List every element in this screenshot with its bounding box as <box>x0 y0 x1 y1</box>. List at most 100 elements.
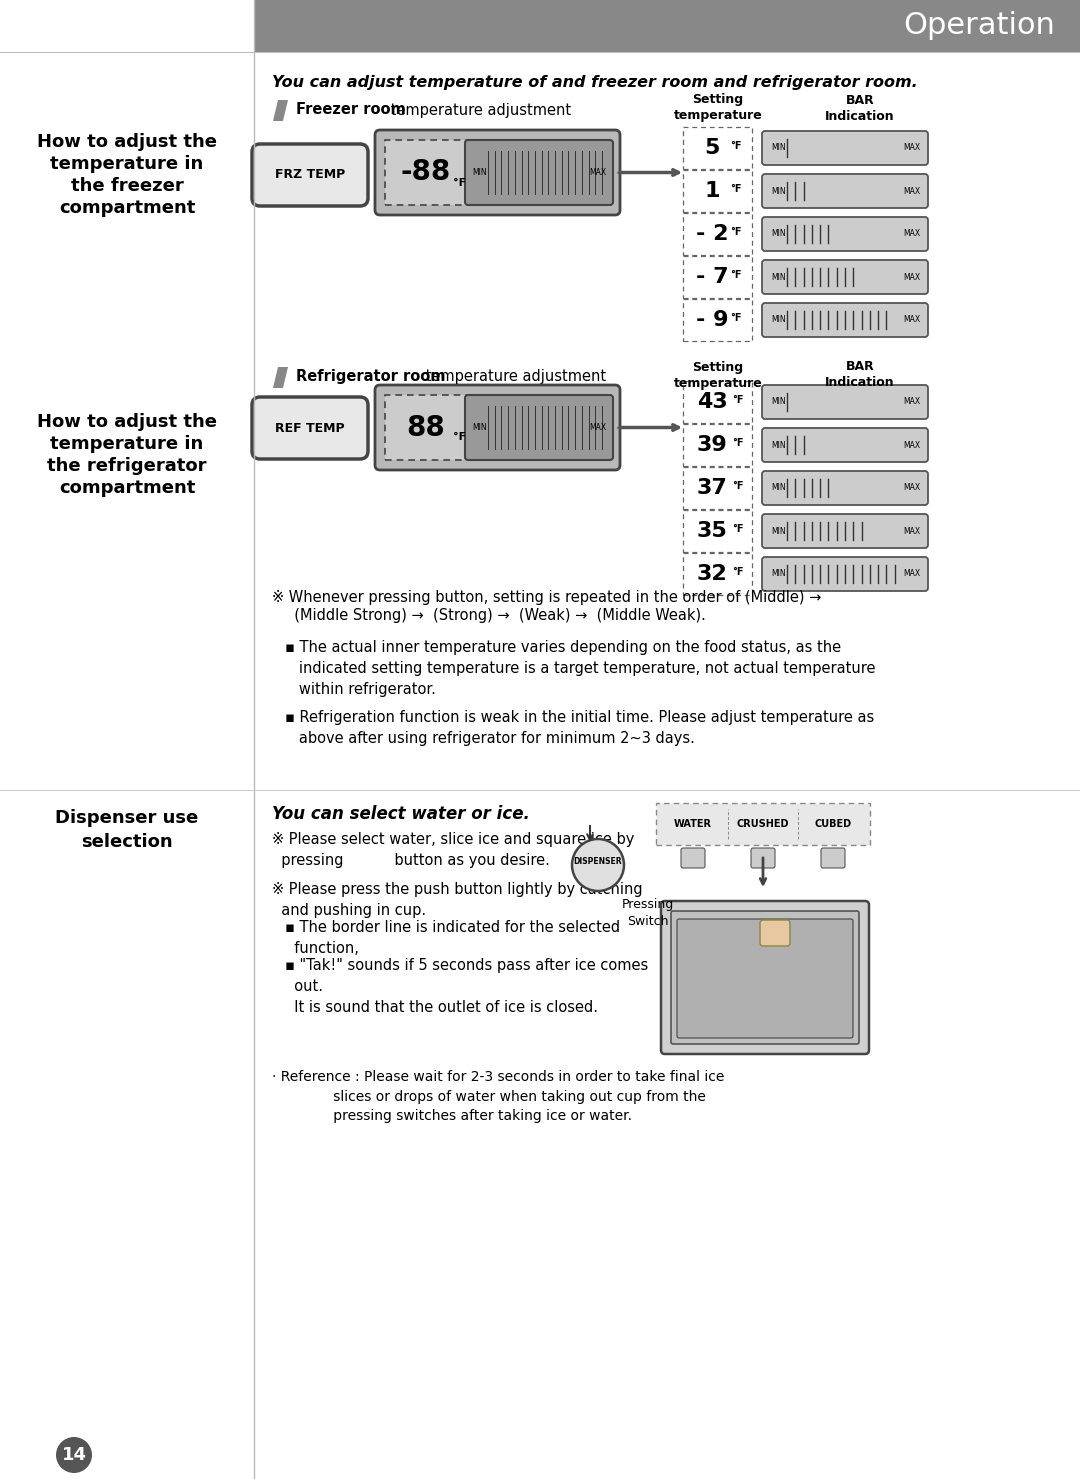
Text: Setting
temperature: Setting temperature <box>674 93 762 123</box>
Circle shape <box>572 839 624 890</box>
Text: compartment: compartment <box>58 479 195 497</box>
FancyBboxPatch shape <box>384 395 465 460</box>
Text: °F: °F <box>732 566 744 577</box>
Text: - 7: - 7 <box>696 268 729 287</box>
Text: ▪ The border line is indicated for the selected
  function,: ▪ The border line is indicated for the s… <box>285 920 620 955</box>
Text: MIN: MIN <box>771 186 785 195</box>
Text: 5: 5 <box>704 138 720 158</box>
FancyBboxPatch shape <box>656 803 870 845</box>
Text: - 2: - 2 <box>696 223 729 244</box>
Text: MIN: MIN <box>771 569 785 578</box>
Text: MAX: MAX <box>903 272 920 281</box>
Text: MIN: MIN <box>771 398 785 407</box>
FancyBboxPatch shape <box>465 141 613 206</box>
Text: temperature adjustment: temperature adjustment <box>386 102 571 117</box>
FancyBboxPatch shape <box>661 901 869 1055</box>
Text: Dispenser use: Dispenser use <box>55 809 199 827</box>
FancyBboxPatch shape <box>683 256 752 297</box>
Polygon shape <box>273 101 288 121</box>
FancyBboxPatch shape <box>683 170 752 211</box>
FancyBboxPatch shape <box>762 175 928 209</box>
Text: MIN: MIN <box>771 527 785 535</box>
Text: (Middle Strong) →  (Strong) →  (Weak) →  (Middle Weak).: (Middle Strong) → (Strong) → (Weak) → (M… <box>285 608 706 623</box>
Text: DISPENSER: DISPENSER <box>573 856 622 865</box>
Text: MIN: MIN <box>771 315 785 324</box>
Text: Freezer room: Freezer room <box>296 102 406 117</box>
Text: ▪ "Tak!" sounds if 5 seconds pass after ice comes
  out.
  It is sound that the : ▪ "Tak!" sounds if 5 seconds pass after … <box>285 958 648 1015</box>
Text: ※ Please select water, slice ice and square ice by
  pressing           button a: ※ Please select water, slice ice and squ… <box>272 833 634 868</box>
Text: · Reference : Please wait for 2-3 seconds in order to take final ice
           : · Reference : Please wait for 2-3 second… <box>272 1069 725 1123</box>
FancyBboxPatch shape <box>762 385 928 419</box>
Text: MAX: MAX <box>903 315 920 324</box>
Text: MIN: MIN <box>771 229 785 238</box>
FancyBboxPatch shape <box>683 213 752 254</box>
Text: temperature in: temperature in <box>51 435 204 453</box>
Text: 37: 37 <box>697 478 728 498</box>
Text: MAX: MAX <box>903 527 920 535</box>
Text: - 9: - 9 <box>696 311 729 330</box>
Text: the refrigerator: the refrigerator <box>48 457 206 475</box>
FancyBboxPatch shape <box>384 141 465 206</box>
Text: °F: °F <box>732 481 744 491</box>
Text: MAX: MAX <box>903 569 920 578</box>
FancyBboxPatch shape <box>683 553 752 595</box>
Text: BAR
Indication: BAR Indication <box>825 93 895 123</box>
Text: MAX: MAX <box>903 143 920 152</box>
Text: FRZ TEMP: FRZ TEMP <box>275 169 346 182</box>
Text: ▪ Refrigeration function is weak in the initial time. Please adjust temperature : ▪ Refrigeration function is weak in the … <box>285 710 874 745</box>
Text: You can select water or ice.: You can select water or ice. <box>272 805 530 822</box>
Text: Operation: Operation <box>903 12 1055 40</box>
FancyBboxPatch shape <box>677 918 853 1038</box>
Text: CUBED: CUBED <box>814 819 851 830</box>
FancyBboxPatch shape <box>760 920 789 947</box>
Text: REF TEMP: REF TEMP <box>275 422 345 435</box>
Circle shape <box>56 1438 92 1473</box>
FancyBboxPatch shape <box>762 217 928 251</box>
Text: WATER: WATER <box>674 819 712 830</box>
Text: ※ Please press the push button lightly by catching
  and pushing in cup.: ※ Please press the push button lightly b… <box>272 881 643 918</box>
Text: temperature adjustment: temperature adjustment <box>421 370 606 385</box>
Text: Refrigerator room: Refrigerator room <box>296 370 446 385</box>
Text: °F: °F <box>732 395 744 405</box>
Text: selection: selection <box>81 833 173 850</box>
Text: ※ Whenever pressing button, setting is repeated in the order of (Middle) →: ※ Whenever pressing button, setting is r… <box>272 590 822 605</box>
FancyBboxPatch shape <box>683 127 752 169</box>
Text: MIN: MIN <box>472 423 487 432</box>
FancyBboxPatch shape <box>465 395 613 460</box>
Text: °F: °F <box>730 183 742 194</box>
Polygon shape <box>273 367 288 387</box>
Text: How to adjust the: How to adjust the <box>37 133 217 151</box>
Text: the freezer: the freezer <box>70 177 184 195</box>
Text: Setting
temperature: Setting temperature <box>674 361 762 389</box>
Text: MIN: MIN <box>771 484 785 493</box>
Text: -88: -88 <box>401 158 450 186</box>
Text: MIN: MIN <box>771 272 785 281</box>
Text: 14: 14 <box>62 1446 86 1464</box>
FancyBboxPatch shape <box>762 260 928 294</box>
Text: 32: 32 <box>697 563 728 584</box>
Text: compartment: compartment <box>58 200 195 217</box>
Text: ▪ The actual inner temperature varies depending on the food status, as the
   in: ▪ The actual inner temperature varies de… <box>285 640 876 697</box>
FancyBboxPatch shape <box>252 396 368 458</box>
Text: Pressing
Switch: Pressing Switch <box>622 898 674 927</box>
FancyBboxPatch shape <box>762 427 928 461</box>
Text: MAX: MAX <box>903 186 920 195</box>
Text: How to adjust the: How to adjust the <box>37 413 217 430</box>
FancyBboxPatch shape <box>683 424 752 466</box>
Text: MAX: MAX <box>903 484 920 493</box>
Text: °F: °F <box>732 438 744 448</box>
Text: °F: °F <box>730 226 742 237</box>
Text: 35: 35 <box>697 521 728 541</box>
FancyBboxPatch shape <box>762 470 928 504</box>
FancyBboxPatch shape <box>683 382 752 423</box>
FancyBboxPatch shape <box>681 847 705 868</box>
FancyBboxPatch shape <box>375 385 620 470</box>
FancyBboxPatch shape <box>751 847 775 868</box>
Text: BAR
Indication: BAR Indication <box>825 361 895 389</box>
Text: MAX: MAX <box>903 229 920 238</box>
Text: MAX: MAX <box>589 423 606 432</box>
Text: CRUSHED: CRUSHED <box>737 819 789 830</box>
Text: You can adjust temperature of and freezer room and refrigerator room.: You can adjust temperature of and freeze… <box>272 75 918 90</box>
FancyBboxPatch shape <box>375 130 620 214</box>
FancyBboxPatch shape <box>252 143 368 206</box>
